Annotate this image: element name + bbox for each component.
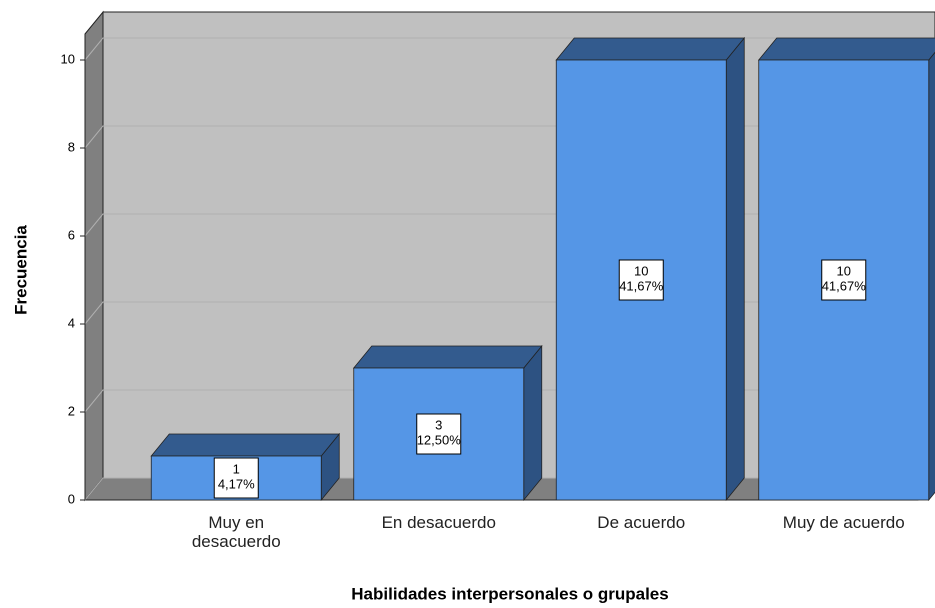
data-label-percent: 41,67% [822, 278, 867, 293]
x-tick-label: En desacuerdo [381, 513, 496, 532]
y-tick-label: 8 [68, 139, 75, 154]
bar-side [928, 51, 935, 502]
x-tick-label: Muy en desacuerdo [191, 513, 281, 551]
y-tick-label: 2 [68, 403, 75, 418]
bar-top [150, 433, 341, 457]
data-label-box [821, 259, 867, 301]
x-axis-title: Habilidades interpersonales o grupales [351, 584, 668, 603]
bar [555, 36, 746, 502]
y-tick-label: 10 [61, 51, 75, 66]
data-label: 1 [233, 461, 240, 476]
bar [352, 344, 543, 502]
data-label: 3 [435, 417, 442, 432]
bar-top [555, 37, 746, 61]
data-label: 10 [634, 263, 648, 278]
bar-side [523, 344, 543, 502]
side-wall [84, 10, 104, 502]
data-label-box [213, 457, 259, 499]
bar-top [352, 345, 543, 369]
y-tick-label: 6 [68, 227, 75, 242]
data-label-percent: 12,50% [417, 432, 462, 447]
data-label-percent: 41,67% [619, 278, 664, 293]
bar-side [725, 36, 745, 502]
data-label-box [618, 259, 664, 301]
x-tick-label: De acuerdo [597, 513, 686, 532]
x-tick-label: Muy de acuerdo [782, 513, 905, 532]
y-tick-label: 0 [68, 491, 75, 506]
data-label-box [416, 413, 462, 455]
data-label: 10 [837, 263, 851, 278]
y-tick-label: 4 [68, 315, 75, 330]
y-axis-title: Frecuencia [11, 225, 30, 315]
bar-top [757, 37, 935, 61]
data-label-percent: 4,17% [218, 476, 255, 491]
